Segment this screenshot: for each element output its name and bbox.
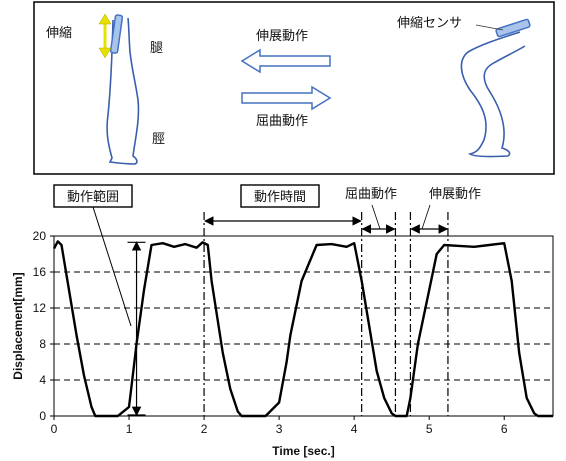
extension-arrow-icon [240,48,331,74]
label-stretch-sensor: 伸縮センサ [397,15,462,31]
x-tick-label: 3 [276,422,283,436]
y-tick-labels: 0 4 8 12 16 20 [33,229,54,423]
x-tick-label: 6 [501,422,508,436]
x-tick-label: 2 [201,422,208,436]
y-tick-label: 12 [33,301,47,315]
y-tick-label: 8 [39,337,46,351]
label-extension-motion: 伸展動作 [256,29,308,44]
x-tick-labels: 0 1 2 3 4 5 6 [51,416,508,436]
extension-leader [421,204,431,230]
y-tick-label: 16 [33,265,47,279]
x-axis-label: Time [sec.] [272,444,334,458]
stretch-arrow-icon [98,13,112,59]
flexion-arrow-icon [241,85,332,111]
x-tick-label: 5 [426,422,433,436]
displacement-line [52,240,553,418]
label-thigh: 腿 [150,41,163,56]
label-flexion-motion: 屈曲動作 [256,114,308,129]
x-tick-label: 4 [351,422,358,436]
label-stretch-left: 伸縮 [46,25,72,41]
motion-range-leader [92,206,132,327]
motion-range-label: 動作範囲 [67,190,119,205]
chart-annotations: 動作範囲 動作時間 屈曲動作 伸展動作 [53,184,481,327]
y-axis-label: Displacement[mm] [11,272,25,379]
plot-frame [53,235,554,417]
leg-diagram-panel: 伸縮 腿 脛 伸展動作 屈曲動作 伸縮センサ [33,1,555,175]
flexion-leader [371,204,381,230]
flexion-label: 屈曲動作 [345,187,397,202]
sensor-left-icon [109,14,124,54]
grid-lines [54,235,553,381]
bent-leg-outline [460,31,526,158]
label-shin: 脛 [152,132,165,147]
y-tick-label: 4 [39,373,46,387]
standing-leg-outline [106,17,140,165]
x-tick-label: 1 [126,422,133,436]
motion-time-box [240,184,320,208]
y-tick-label: 20 [33,229,47,243]
extension-label: 伸展動作 [429,187,481,202]
motion-time-label: 動作時間 [254,190,306,205]
y-tick-label: 0 [39,409,46,423]
sensor-leader-line [475,24,504,31]
x-tick-label: 0 [51,422,58,436]
span-arrows [127,204,449,417]
sensor-right-icon [495,18,531,38]
